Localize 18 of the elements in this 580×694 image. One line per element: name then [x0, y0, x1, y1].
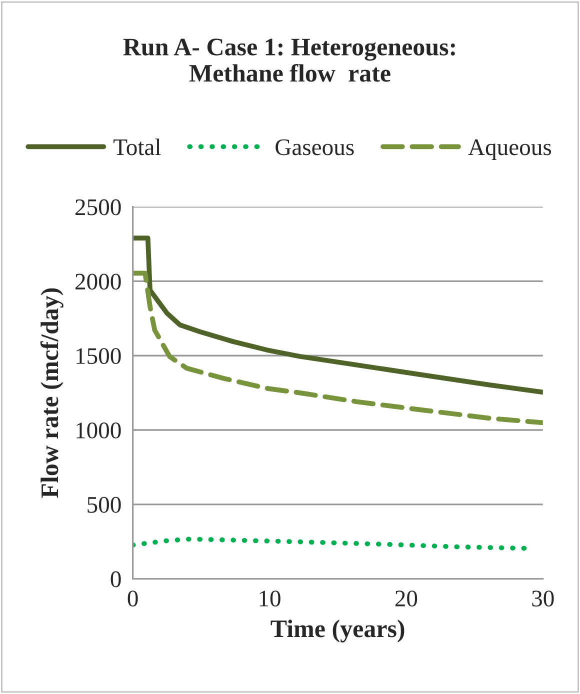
line-series — [132, 236, 543, 395]
x-axis-title: Time (years) — [270, 620, 404, 642]
chart-title: Run A- Case 1: Heterogeneous: Methane flow rate — [123, 38, 455, 82]
y-tick-label: 0 — [110, 571, 121, 588]
x-tick-label: 0 — [128, 590, 138, 607]
y-tick-label: 1000 — [76, 422, 121, 438]
y-tick-label: 2500 — [76, 199, 121, 216]
y-tick-label: 500 — [88, 496, 121, 513]
x-tick-label: 30 — [532, 590, 554, 607]
legend-label: Aqueous — [468, 139, 552, 160]
legend-label: Total — [114, 138, 161, 156]
y-tick-label: 2000 — [76, 274, 121, 290]
y-tick-label: 1500 — [76, 348, 121, 364]
legend-label: Gaseous — [276, 139, 354, 156]
line-series — [132, 270, 543, 426]
y-axis-title: Flow rate (mcf/day) — [40, 288, 64, 498]
x-tick-label: 10 — [260, 590, 280, 607]
x-tick-label: 20 — [395, 590, 418, 607]
